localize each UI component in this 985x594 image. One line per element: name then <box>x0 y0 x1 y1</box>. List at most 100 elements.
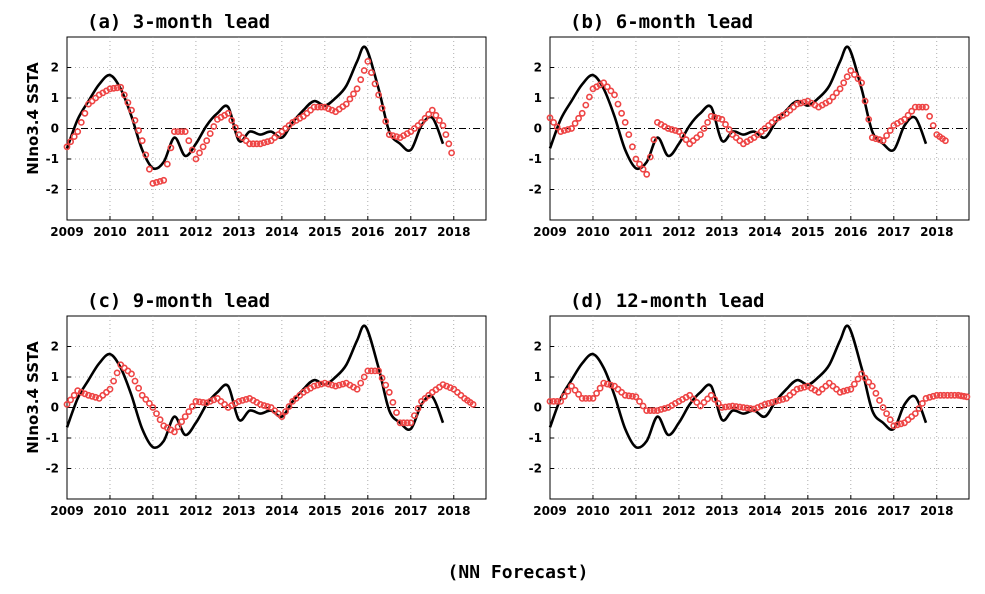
forecast-point <box>711 113 719 121</box>
forecast-point <box>718 404 726 411</box>
y-tick-label: 0 <box>51 401 59 415</box>
forecast-point <box>367 367 375 375</box>
forecast-point <box>603 380 611 388</box>
forecast-point <box>915 103 923 111</box>
forecast-point <box>328 381 336 389</box>
forecast-point <box>324 380 332 388</box>
forecast-point <box>847 385 855 393</box>
forecast-point <box>911 410 919 417</box>
forecast-point <box>210 396 218 404</box>
forecast-point <box>88 392 96 400</box>
forecast-point <box>199 143 207 151</box>
forecast-point <box>357 76 365 84</box>
forecast-point <box>145 399 153 407</box>
y-tick-label: 1 <box>51 91 59 105</box>
y-axis-label: NIno3.4 SSTA <box>24 62 42 175</box>
forecast-point <box>203 399 211 407</box>
forecast-point <box>153 178 160 186</box>
forecast-point <box>772 397 779 405</box>
x-tick-label: 2011 <box>619 225 652 239</box>
forecast-point <box>135 384 142 392</box>
forecast-point <box>854 375 862 383</box>
forecast-point <box>206 130 214 137</box>
forecast-point <box>353 385 361 393</box>
forecast-point <box>682 136 690 144</box>
forecast-point <box>589 394 597 402</box>
forecast-point <box>919 103 926 111</box>
forecast-point <box>725 126 733 133</box>
forecast-point <box>181 413 189 420</box>
forecast-point <box>876 396 883 404</box>
forecast-point <box>697 131 704 138</box>
forecast-point <box>865 378 873 386</box>
forecast-point <box>564 387 572 395</box>
forecast-point <box>793 100 801 108</box>
forecast-point <box>145 165 153 173</box>
forecast-point <box>933 391 941 399</box>
forecast-point <box>178 128 185 135</box>
forecast-series <box>63 361 477 436</box>
y-tick-label: 2 <box>534 61 542 75</box>
forecast-point <box>106 385 114 393</box>
forecast-point <box>765 399 772 407</box>
forecast-point <box>960 392 968 400</box>
x-tick-label: 2018 <box>920 225 953 239</box>
forecast-point <box>883 410 890 417</box>
forecast-point <box>81 109 89 117</box>
forecast-point <box>718 116 726 123</box>
forecast-point <box>317 103 325 111</box>
y-tick-label: -1 <box>46 152 59 166</box>
forecast-point <box>840 387 848 395</box>
chart-panel-4: 2009 2010 2011 2012 2013 2014 2015 2016 2017 2018… <box>529 290 971 518</box>
forecast-point <box>732 403 740 410</box>
forecast-point <box>722 121 729 128</box>
x-tick-label: 2012 <box>662 225 695 239</box>
forecast-point <box>865 116 873 123</box>
forecast-point <box>729 402 736 410</box>
forecast-point <box>951 391 959 399</box>
forecast-point <box>314 103 322 111</box>
forecast-point <box>403 419 411 427</box>
forecast-point <box>600 379 608 387</box>
forecast-point <box>611 91 618 99</box>
forecast-point <box>711 395 719 403</box>
forecast-point <box>607 381 615 389</box>
forecast-point <box>231 124 239 131</box>
y-tick-label: 1 <box>534 370 542 384</box>
forecast-point <box>188 403 196 410</box>
forecast-point <box>625 392 633 400</box>
y-tick-label: -2 <box>529 183 542 197</box>
forecast-point <box>868 382 876 390</box>
forecast-point <box>246 140 253 148</box>
forecast-point <box>911 103 919 111</box>
forecast-point <box>557 397 565 405</box>
forecast-point <box>260 139 268 147</box>
x-tick-label: 2015 <box>791 225 824 239</box>
forecast-point <box>353 85 361 93</box>
y-tick-label: -2 <box>529 462 542 476</box>
forecast-point <box>117 83 125 91</box>
forecast-point <box>389 132 397 139</box>
x-tick-label: 2014 <box>265 225 298 239</box>
forecast-point <box>847 67 855 74</box>
forecast-point <box>861 97 869 105</box>
forecast-point <box>797 99 805 107</box>
y-tick-label: -1 <box>529 431 542 445</box>
forecast-point <box>382 118 390 125</box>
forecast-point <box>761 400 769 408</box>
x-tick-label: 2017 <box>394 504 427 518</box>
forecast-point <box>324 105 332 113</box>
x-tick-label: 2011 <box>136 504 169 518</box>
forecast-point <box>110 84 117 92</box>
x-tick-label: 2014 <box>748 504 781 518</box>
forecast-point <box>81 390 89 398</box>
forecast-point <box>963 393 971 401</box>
chart-panel-1: 2009 2010 2011 2012 2013 2014 2015 2016 2017 2018… <box>24 11 487 239</box>
forecast-point <box>328 106 336 114</box>
forecast-point <box>199 398 207 406</box>
forecast-point <box>346 95 354 103</box>
forecast-point <box>661 405 668 412</box>
forecast-point <box>192 397 200 405</box>
forecast-point <box>872 389 880 397</box>
forecast-point <box>239 396 246 404</box>
